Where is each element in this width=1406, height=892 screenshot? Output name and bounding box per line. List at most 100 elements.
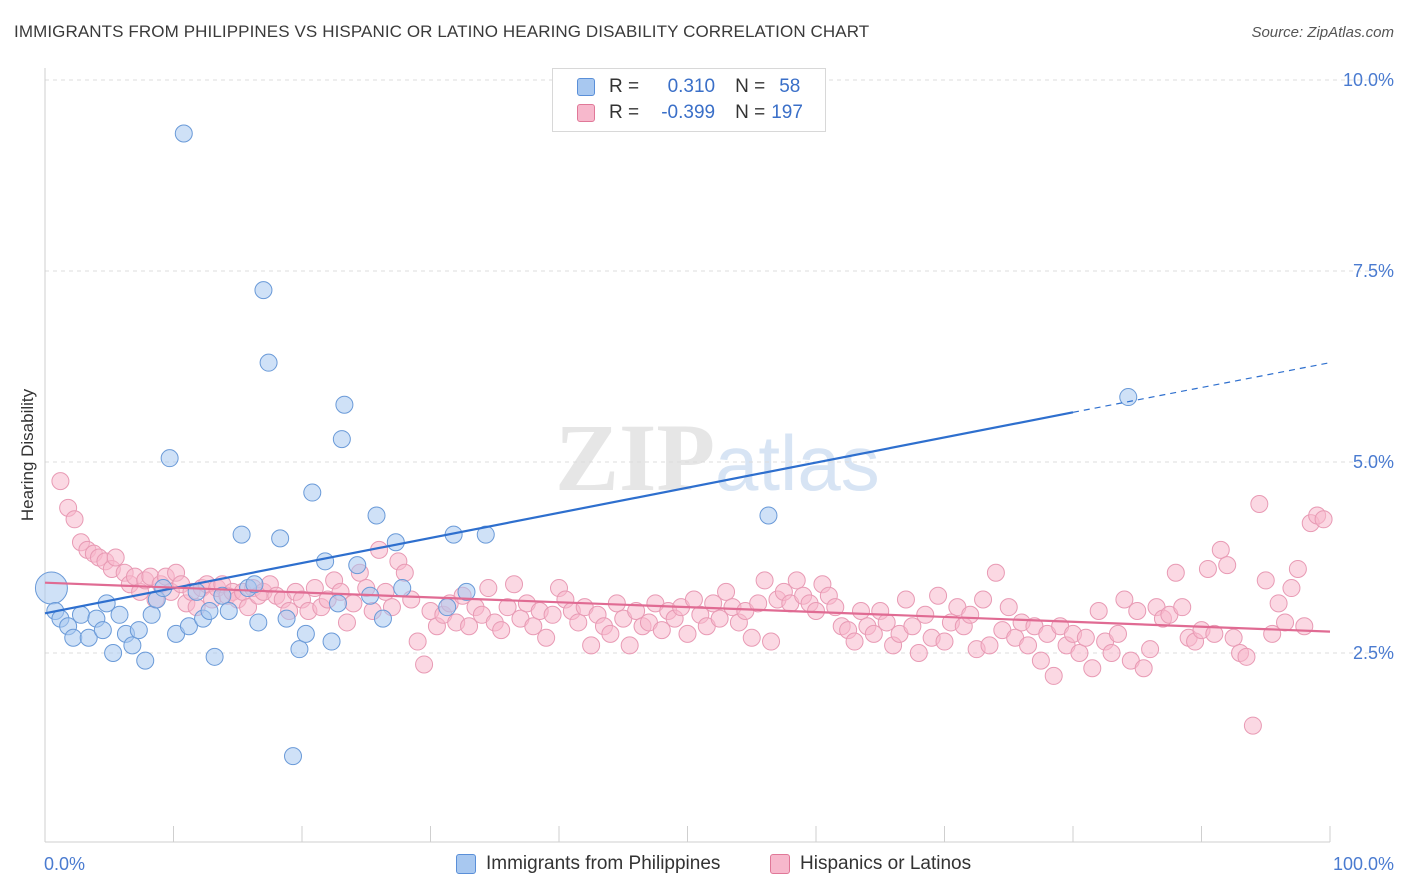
hispanic-point	[935, 632, 954, 651]
hispanic-point	[620, 636, 639, 655]
philippines-point	[322, 632, 341, 651]
x-tick-label: 0.0%	[44, 854, 85, 874]
hispanic-point	[1282, 579, 1301, 598]
hispanic-point	[498, 598, 517, 617]
hispanic-point	[1218, 556, 1237, 575]
hispanic-point	[1256, 571, 1275, 590]
hispanic-point	[1243, 716, 1262, 735]
hispanic-point	[749, 594, 768, 613]
hispanic-point	[601, 624, 620, 643]
watermark: ZIP atlas	[555, 404, 880, 511]
legend-r-label: R =	[609, 76, 640, 97]
hispanic-point	[1198, 559, 1217, 578]
philippines-point	[249, 613, 268, 632]
hispanic-point	[1173, 598, 1192, 617]
philippines-point	[296, 624, 315, 643]
hispanic-point	[479, 579, 498, 598]
watermark-atlas: atlas	[715, 419, 880, 507]
hispanic-point	[1108, 624, 1127, 643]
y-tick-label: 5.0%	[1353, 452, 1394, 472]
philippines-point	[129, 621, 148, 640]
hispanic-point	[344, 594, 363, 613]
hispanic-point	[537, 628, 556, 647]
hispanic-point	[376, 582, 395, 601]
hispanic-point	[1044, 666, 1063, 685]
philippines-point	[457, 582, 476, 601]
hispanic-point	[65, 510, 84, 529]
hispanic-point	[1115, 590, 1134, 609]
hispanic-point	[524, 617, 543, 636]
grid	[45, 79, 1390, 654]
hispanic-point	[395, 563, 414, 582]
philippines-point	[200, 601, 219, 620]
hispanic-point	[652, 621, 671, 640]
philippines-point	[187, 582, 206, 601]
philippines-point	[136, 651, 155, 670]
philippines-point	[259, 353, 278, 372]
hispanic-point	[627, 601, 646, 620]
philippines-point	[142, 605, 161, 624]
hispanic-point	[916, 605, 935, 624]
philippines-point	[110, 605, 129, 624]
bottom-legend-hispanics: Hispanics or Latinos	[770, 851, 971, 877]
hispanic-point	[106, 548, 125, 567]
hispanic-point	[1070, 644, 1089, 662]
philippines-point	[290, 640, 309, 659]
hispanic-point	[1224, 628, 1243, 647]
hispanic-point	[787, 571, 806, 590]
hispanic-point	[974, 590, 993, 609]
legend-r-label: R =	[609, 102, 640, 123]
hispanic-point	[239, 598, 258, 617]
hispanic-point	[1031, 651, 1050, 670]
philippines-point	[303, 483, 322, 502]
hispanic-point	[909, 644, 928, 662]
hispanic-point	[1089, 601, 1108, 620]
hispanic-point	[492, 621, 511, 640]
x-tick-labels: 0.0% 100.0%	[44, 854, 1394, 874]
philippines-point	[213, 586, 232, 605]
hispanic-point	[717, 582, 736, 601]
hispanic-point	[851, 601, 870, 620]
legend-n-label: N =	[735, 76, 766, 97]
bottom-legend-swatch-hispanics	[770, 854, 790, 874]
philippines-point	[373, 609, 392, 628]
chart-source: Source: ZipAtlas.com	[1251, 24, 1394, 41]
hispanic-point	[896, 590, 915, 609]
hispanic-point	[408, 632, 427, 651]
philippines-point	[254, 281, 273, 300]
chart-title: IMMIGRANTS FROM PHILIPPINES VS HISPANIC …	[14, 22, 870, 41]
hispanic-point	[903, 617, 922, 636]
philippines-point	[160, 449, 179, 468]
hispanic-point	[929, 586, 948, 605]
philippines-point	[271, 529, 290, 548]
philippines-point	[174, 124, 193, 143]
philippines-point	[316, 552, 335, 571]
y-tick-labels: 2.5% 5.0% 7.5% 10.0%	[1343, 70, 1394, 663]
philippines-point	[219, 601, 238, 620]
hispanic-point	[742, 628, 761, 647]
philippines-point	[438, 598, 457, 617]
legend-row-philippines: R = 0.310 N = 58	[577, 75, 800, 99]
hispanic-point	[1166, 563, 1185, 582]
legend-r-value: -0.399	[661, 102, 716, 123]
philippines-point	[277, 609, 296, 628]
philippines-point	[284, 747, 303, 766]
philippines-trend-extension	[1072, 362, 1331, 413]
hispanic-point	[986, 563, 1005, 582]
hispanic-point	[1276, 613, 1295, 632]
philippines-point	[123, 636, 142, 655]
bottom-legend-philippines: Immigrants from Philippines	[456, 851, 720, 877]
philippines-point	[328, 594, 347, 613]
legend-swatch-hispanics	[577, 104, 595, 122]
philippines-point	[93, 621, 112, 640]
bottom-legend-label-philippines: Immigrants from Philippines	[486, 853, 721, 874]
hispanic-point	[1211, 540, 1230, 559]
hispanic-point	[678, 624, 697, 643]
legend-row-hispanics: R = -0.399 N = 197	[577, 101, 803, 125]
philippines-point	[245, 575, 264, 594]
hispanic-point	[1134, 659, 1153, 678]
hispanic-point	[582, 636, 601, 655]
hispanic-point	[864, 624, 883, 643]
hispanic-point	[826, 598, 845, 617]
philippines-point	[232, 525, 251, 544]
